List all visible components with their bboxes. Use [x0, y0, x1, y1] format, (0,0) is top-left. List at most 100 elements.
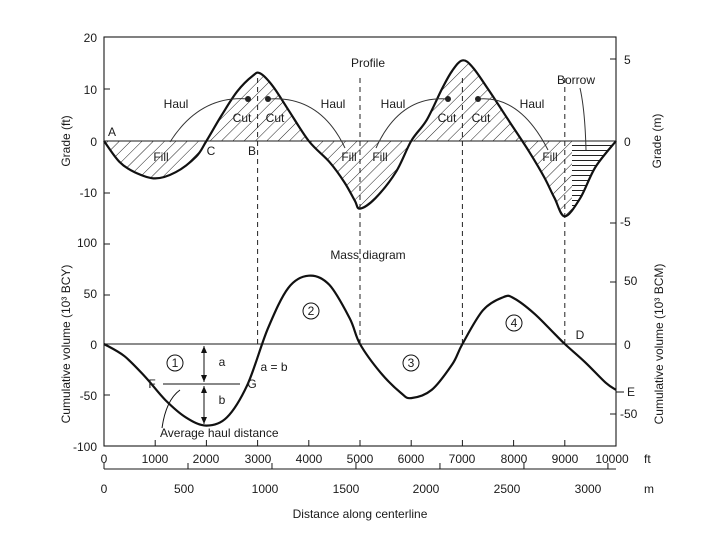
- ytick-mass-neg100: -100: [73, 440, 97, 454]
- label-cut-2: Cut: [266, 111, 285, 125]
- xtick-m-2500: 2500: [494, 482, 521, 496]
- label-cut-4: Cut: [472, 111, 491, 125]
- ytick-right-profile-neg5: -5: [620, 215, 631, 229]
- haul-arrow-3: [375, 98, 449, 149]
- ytick-profile-10: 10: [84, 83, 98, 97]
- cut-hatch-area: [104, 60, 616, 141]
- xtick-ft-5000: 5000: [347, 452, 374, 466]
- dim-a-arrowhead-bottom: [201, 375, 207, 382]
- point-f: F: [148, 377, 155, 391]
- mass-title: Mass diagram: [330, 248, 405, 262]
- ytick-right-profile-0: 0: [624, 135, 631, 149]
- xtick-ft-10000: 10000: [595, 452, 629, 466]
- xtick-ft-7000: 7000: [449, 452, 476, 466]
- profile-annotations: Haul Haul Haul Haul Cut Cut Cut Cut Fill…: [108, 73, 595, 164]
- label-haul-3: Haul: [381, 97, 406, 111]
- region-label-2: 2: [308, 304, 315, 318]
- region-circle-1: [166, 354, 184, 372]
- dim-b-arrowhead-bottom: [201, 417, 207, 424]
- xtick-m-500: 500: [174, 482, 194, 496]
- region-label-3: 3: [408, 356, 415, 370]
- ytick-profile-0: 0: [90, 135, 97, 149]
- dim-a-arrowhead-top: [201, 346, 207, 353]
- label-borrow: Borrow: [557, 73, 595, 87]
- xtick-ft-8000: 8000: [501, 452, 528, 466]
- xtick-m-0: 0: [101, 482, 108, 496]
- label-fill-4: Fill: [542, 150, 557, 164]
- region-label-4: 4: [511, 316, 518, 330]
- label-a-equals-b: a = b: [260, 360, 287, 374]
- xticks-m: 0 500 1000 1500 2000 2500 3000 m: [101, 482, 654, 496]
- mass-curve-line: [103, 274, 617, 427]
- ytick-mass-50: 50: [84, 287, 98, 301]
- haul-arrow-1: [169, 98, 249, 143]
- haul-dot-3: [445, 96, 451, 102]
- label-average-haul: Average haul distance: [160, 426, 279, 440]
- ytick-profile-neg10: -10: [80, 186, 98, 200]
- label-haul-4: Haul: [520, 97, 545, 111]
- xtick-m-1000: 1000: [252, 482, 279, 496]
- dim-label-a: a: [219, 355, 226, 369]
- y-axis-title-profile-left: Grade (ft): [59, 115, 73, 166]
- region-circle-2: [302, 302, 320, 320]
- point-b: B: [248, 144, 256, 158]
- haul-dot-2: [265, 96, 271, 102]
- xtick-ft-6000: 6000: [398, 452, 425, 466]
- label-haul-1: Haul: [164, 97, 189, 111]
- ytick-right-mass-0: 0: [624, 338, 631, 352]
- borrow-hatch-area: [572, 141, 616, 211]
- y-axis-title-mass-right: Cumulative volume (10³ BCM): [652, 264, 666, 425]
- xtick-m-2000: 2000: [413, 482, 440, 496]
- point-a: A: [108, 125, 116, 139]
- haul-arrow-2: [267, 98, 346, 149]
- ytick-right-mass-neg50: -50: [620, 407, 638, 421]
- region-circle-3: [402, 354, 420, 372]
- dim-b-arrowhead-top: [201, 386, 207, 393]
- borrow-leader: [579, 87, 587, 151]
- label-fill-3: Fill: [372, 150, 387, 164]
- point-g: G: [247, 377, 256, 391]
- label-haul-2: Haul: [321, 97, 346, 111]
- haul-dot-4: [475, 96, 481, 102]
- xtick-ft-0: 0: [101, 452, 108, 466]
- dim-label-b: b: [219, 393, 226, 407]
- profile-line: [103, 59, 617, 218]
- profile-title: Profile: [351, 56, 385, 70]
- xtick-ft-9000: 9000: [552, 452, 579, 466]
- xtick-ft-3000: 3000: [245, 452, 272, 466]
- haul-arrow-4: [477, 98, 549, 151]
- fill-hatch-area: [104, 141, 572, 217]
- point-c: C: [207, 144, 216, 158]
- ytick-mass-0: 0: [90, 338, 97, 352]
- x-unit-ft: ft: [644, 452, 651, 466]
- label-cut-1: Cut: [233, 111, 252, 125]
- haul-dot-1: [245, 96, 251, 102]
- region-circle-4: [505, 314, 523, 332]
- y-axis-title-profile-right: Grade (m): [650, 114, 664, 169]
- label-fill-2: Fill: [341, 150, 356, 164]
- ytick-profile-20: 20: [84, 31, 98, 45]
- region-label-1: 1: [172, 356, 179, 370]
- ytick-right-profile-5: 5: [624, 53, 631, 67]
- balance-dash-lines: [257, 78, 566, 344]
- label-cut-3: Cut: [438, 111, 457, 125]
- avg-haul-leader: [161, 389, 181, 429]
- label-fill-1: Fill: [153, 150, 168, 164]
- ytick-mass-100: 100: [77, 236, 97, 250]
- xtick-m-3000: 3000: [575, 482, 602, 496]
- haul-arrows: [169, 96, 549, 151]
- xtick-ft-1000: 1000: [142, 452, 169, 466]
- x-unit-m: m: [644, 482, 654, 496]
- point-d: D: [576, 328, 585, 342]
- xtick-ft-2000: 2000: [193, 452, 220, 466]
- point-e: E: [627, 385, 635, 399]
- xtick-m-1500: 1500: [333, 482, 360, 496]
- mass-helpers: [161, 302, 624, 429]
- x-axis-title: Distance along centerline: [293, 507, 428, 521]
- ytick-right-mass-50: 50: [624, 274, 638, 288]
- ytick-mass-neg50: -50: [80, 389, 98, 403]
- xtick-ft-4000: 4000: [296, 452, 323, 466]
- tick-marks: [103, 36, 617, 469]
- mass-annotations: 1 2 3 4 a b a = b F G D E Average haul d…: [148, 304, 635, 440]
